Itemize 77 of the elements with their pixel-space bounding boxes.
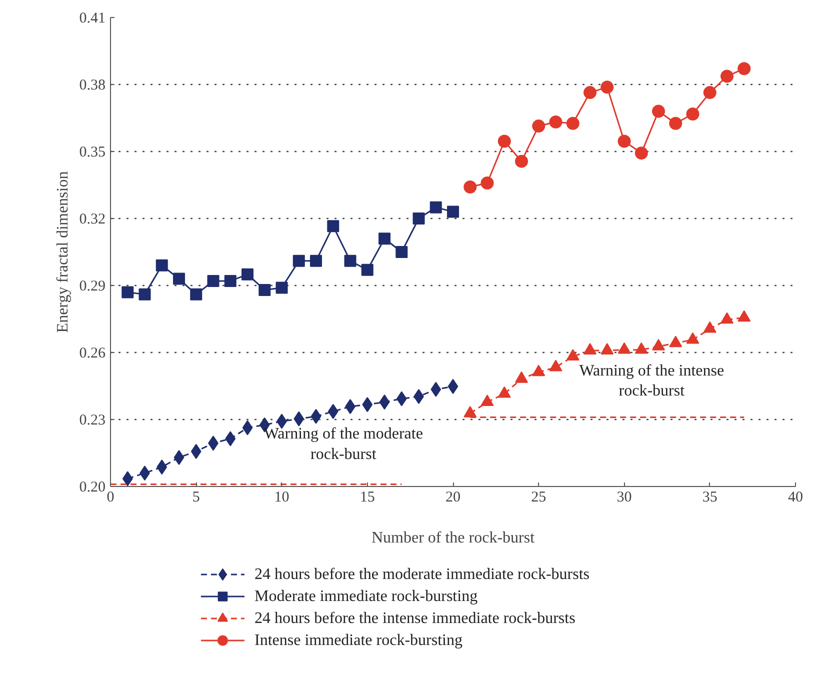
x-tick-label: 30 xyxy=(616,490,632,506)
point xyxy=(258,284,271,296)
point xyxy=(173,272,185,285)
point xyxy=(566,116,580,130)
x-tick-label: 10 xyxy=(274,490,290,506)
point xyxy=(738,62,751,76)
x-tick-label: 0 xyxy=(106,490,114,506)
point xyxy=(294,411,304,426)
point xyxy=(703,86,716,100)
point xyxy=(532,120,546,133)
point xyxy=(310,408,322,424)
point xyxy=(480,394,494,406)
point xyxy=(292,254,305,267)
point xyxy=(138,288,151,300)
x-tick-label: 25 xyxy=(531,490,546,506)
point xyxy=(448,378,458,394)
point xyxy=(327,220,340,232)
point xyxy=(430,382,442,397)
y-tick-label: 0.23 xyxy=(79,412,106,428)
point xyxy=(378,232,390,245)
point xyxy=(242,268,254,280)
legend-label: 24 hours before the intense immediate rock-bursts xyxy=(254,610,576,627)
y-tick-label: 0.32 xyxy=(79,212,106,228)
point xyxy=(686,107,700,120)
point xyxy=(515,154,528,168)
x-tick-label: 20 xyxy=(446,490,460,506)
point xyxy=(328,404,338,419)
point xyxy=(720,70,734,83)
point xyxy=(669,116,682,130)
point xyxy=(122,286,134,298)
point xyxy=(190,444,202,459)
point xyxy=(122,471,133,486)
legend-label: Intense immediate rock-bursting xyxy=(254,632,462,649)
x-tick-label: 40 xyxy=(788,490,803,506)
point xyxy=(156,460,168,475)
point xyxy=(464,180,477,194)
x-tick-label: 35 xyxy=(702,490,718,506)
point xyxy=(634,146,648,160)
point xyxy=(396,246,408,258)
point xyxy=(480,176,494,190)
legend-label: Moderate immediate rock-bursting xyxy=(254,588,478,605)
x-tick-label: 5 xyxy=(192,490,200,506)
point xyxy=(618,134,631,148)
y-tick-label: 0.20 xyxy=(79,480,106,496)
point xyxy=(310,254,322,267)
point xyxy=(600,80,614,94)
point xyxy=(174,450,184,465)
point xyxy=(379,394,390,410)
y-axis-title: Energy fractal dimension xyxy=(54,171,72,333)
point xyxy=(276,282,288,294)
point xyxy=(156,259,168,272)
point xyxy=(344,254,356,267)
y-tick-label: 0.41 xyxy=(79,10,106,26)
point xyxy=(430,201,442,214)
point xyxy=(412,212,425,224)
point xyxy=(207,275,220,288)
x-tick-label: 15 xyxy=(360,490,375,506)
legend-label: 24 hours before the moderate immediate rock-bursts xyxy=(254,566,590,583)
point xyxy=(361,264,374,276)
point xyxy=(549,116,562,129)
point xyxy=(242,420,253,436)
point xyxy=(362,397,373,412)
annotation: Warning of the intense rock-burst xyxy=(579,362,724,400)
point xyxy=(498,134,511,148)
point xyxy=(224,275,236,288)
annotation: Warning of the moderate rock-burst xyxy=(264,426,423,463)
y-tick-label: 0.38 xyxy=(79,78,106,94)
x-axis-title: Number of the rock-burst xyxy=(371,530,536,546)
point xyxy=(584,86,596,100)
y-tick-label: 0.35 xyxy=(79,144,106,160)
y-tick-label: 0.26 xyxy=(79,346,106,362)
point xyxy=(396,391,407,406)
point xyxy=(447,206,459,218)
y-tick-label: 0.29 xyxy=(79,278,106,294)
point xyxy=(652,104,665,118)
point xyxy=(190,288,202,300)
point xyxy=(225,431,236,446)
